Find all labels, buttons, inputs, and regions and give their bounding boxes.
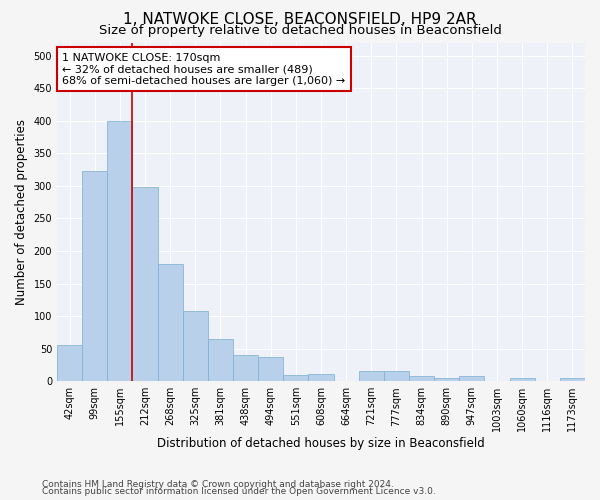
Bar — [57, 346, 82, 381]
Text: 1 NATWOKE CLOSE: 170sqm
← 32% of detached houses are smaller (489)
68% of semi-d: 1 NATWOKE CLOSE: 170sqm ← 32% of detache… — [62, 52, 346, 86]
Bar — [459, 376, 484, 381]
Text: Contains HM Land Registry data © Crown copyright and database right 2024.: Contains HM Land Registry data © Crown c… — [42, 480, 394, 489]
Bar — [560, 378, 585, 381]
Bar — [409, 376, 434, 381]
Bar — [308, 374, 334, 381]
Bar — [183, 311, 208, 381]
Bar — [359, 372, 384, 381]
Text: 1, NATWOKE CLOSE, BEACONSFIELD, HP9 2AR: 1, NATWOKE CLOSE, BEACONSFIELD, HP9 2AR — [123, 12, 477, 28]
Bar — [208, 339, 233, 381]
Bar — [158, 264, 183, 381]
Bar — [509, 378, 535, 381]
Bar — [258, 357, 283, 381]
Bar — [107, 120, 133, 381]
Bar — [283, 374, 308, 381]
Y-axis label: Number of detached properties: Number of detached properties — [15, 119, 28, 305]
Text: Contains public sector information licensed under the Open Government Licence v3: Contains public sector information licen… — [42, 487, 436, 496]
X-axis label: Distribution of detached houses by size in Beaconsfield: Distribution of detached houses by size … — [157, 437, 485, 450]
Text: Size of property relative to detached houses in Beaconsfield: Size of property relative to detached ho… — [98, 24, 502, 37]
Bar — [133, 187, 158, 381]
Bar — [384, 372, 409, 381]
Bar — [434, 378, 459, 381]
Bar — [82, 172, 107, 381]
Bar — [233, 355, 258, 381]
